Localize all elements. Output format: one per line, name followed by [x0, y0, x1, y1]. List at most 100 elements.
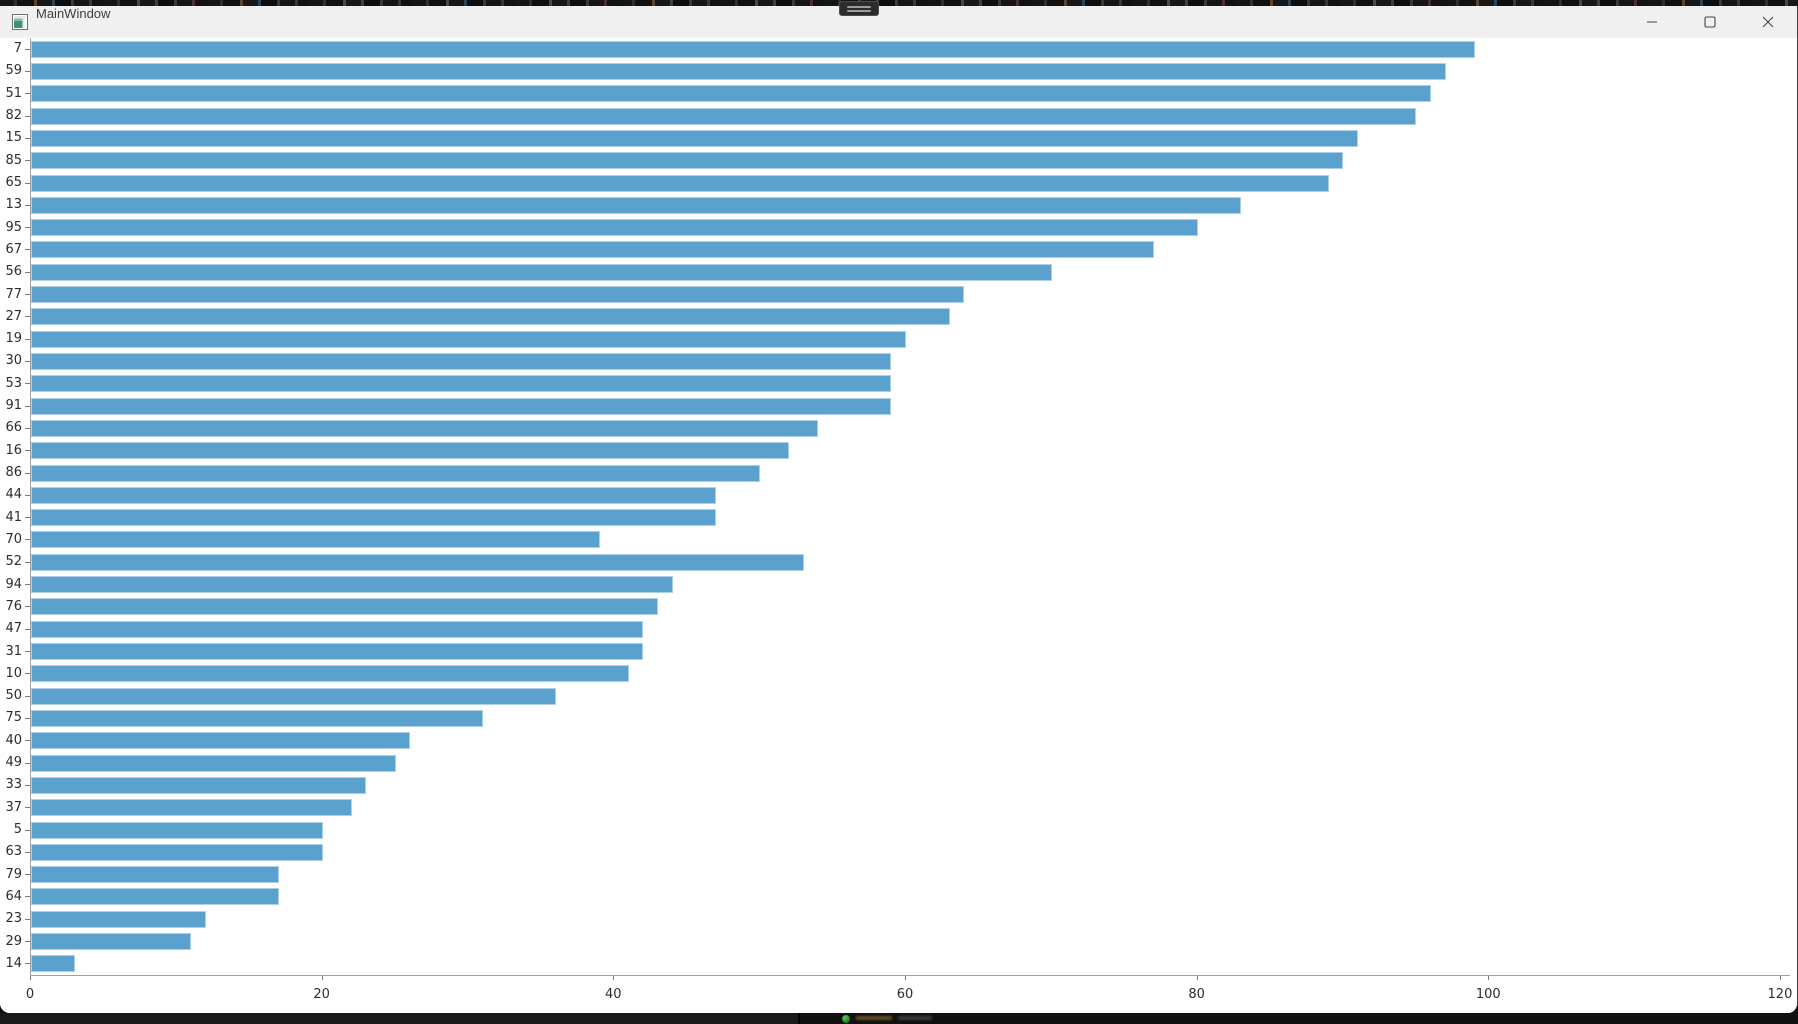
y-tick-label: 37 [5, 799, 22, 815]
bar [31, 799, 352, 817]
y-tick-mark [25, 918, 30, 920]
y-tick-label: 16 [5, 442, 22, 458]
x-tick-label: 40 [605, 987, 622, 1002]
y-tick-label: 77 [5, 286, 22, 302]
y-tick-label: 56 [5, 264, 22, 280]
taskbar-text-smudge [898, 1016, 932, 1020]
y-tick-label: 44 [5, 487, 22, 503]
bar [31, 129, 1359, 147]
y-tick-mark [25, 717, 30, 719]
x-tick-mark [30, 976, 31, 980]
bar [31, 352, 892, 370]
x-axis-line [30, 975, 1790, 976]
y-tick-mark [25, 874, 30, 876]
y-tick-mark [25, 606, 30, 608]
y-tick-label: 31 [5, 643, 22, 659]
bar [31, 888, 279, 906]
bar [31, 620, 644, 638]
y-tick-label: 59 [5, 63, 22, 79]
bar [31, 308, 950, 326]
y-tick-label: 10 [5, 665, 22, 681]
y-tick-mark [25, 249, 30, 251]
y-tick-mark [25, 963, 30, 965]
green-status-icon [842, 1015, 850, 1023]
y-tick-label: 64 [5, 888, 22, 904]
bar [31, 866, 279, 884]
bar [31, 821, 323, 839]
y-tick-mark [25, 673, 30, 675]
bar [31, 442, 790, 460]
bar [31, 643, 644, 661]
x-tick-mark [321, 976, 323, 980]
bar [31, 263, 1052, 281]
y-tick-label: 41 [5, 509, 22, 525]
y-tick-mark [25, 338, 30, 340]
x-tick-label: 20 [313, 987, 330, 1002]
y-tick-label: 65 [5, 175, 22, 190]
y-tick-mark [25, 494, 30, 496]
y-tick-label: 94 [5, 576, 22, 592]
bar [31, 933, 192, 951]
window-grab-pill[interactable] [839, 1, 879, 16]
y-tick-label: 79 [5, 866, 22, 882]
y-tick-mark [25, 941, 30, 943]
y-tick-label: 53 [5, 375, 22, 391]
bar [31, 910, 206, 928]
y-tick-label: 66 [5, 420, 22, 436]
y-tick-label: 85 [5, 152, 22, 168]
chart-canvas: 7 59 51 82 15 85 65 13 95 67 56 77 27 19 30 53 91 66 16 86 4… [0, 38, 1797, 1013]
y-tick-mark [25, 115, 30, 117]
bar [31, 486, 717, 504]
y-tick-label: 30 [5, 353, 22, 369]
y-tick-mark [25, 271, 30, 273]
bar [31, 419, 819, 437]
bar [31, 687, 556, 705]
bar [31, 85, 1431, 103]
y-tick-label: 95 [5, 219, 22, 235]
y-tick-mark [25, 70, 30, 72]
y-tick-mark [25, 48, 30, 50]
y-tick-mark [25, 584, 30, 586]
bar [31, 709, 484, 727]
y-tick-label: 23 [5, 911, 22, 927]
y-tick-mark [25, 405, 30, 407]
bar [31, 40, 1475, 58]
y-tick-label: 76 [5, 598, 22, 614]
y-tick-label: 63 [5, 844, 22, 860]
x-tick-label: 60 [896, 987, 914, 1002]
background-app-strip [0, 0, 1798, 6]
y-tick-mark [25, 740, 30, 742]
y-tick-mark [25, 539, 30, 541]
close-button[interactable] [1739, 6, 1797, 38]
y-tick-mark [25, 829, 30, 831]
maximize-button[interactable] [1681, 6, 1739, 38]
taskbar-text-smudge [856, 1016, 892, 1020]
maximize-icon [1704, 16, 1716, 28]
x-tick-label: 80 [1188, 987, 1205, 1002]
bar [31, 286, 965, 304]
drag-handle-icon [847, 5, 871, 8]
minimize-button[interactable] [1623, 6, 1681, 38]
x-tick-mark [904, 976, 906, 980]
x-tick-mark [1196, 976, 1198, 980]
y-tick-mark [25, 137, 30, 139]
y-tick-label: 70 [5, 531, 22, 547]
y-tick-label: 47 [5, 621, 22, 637]
y-tick-mark [25, 784, 30, 786]
y-tick-label: 52 [5, 554, 22, 570]
y-tick-label: 91 [5, 398, 22, 414]
bar [31, 241, 1154, 259]
x-tick-label: 100 [1475, 987, 1501, 1002]
title-bar[interactable]: MainWindow [0, 6, 1797, 38]
taskbar-segment [800, 1013, 1798, 1024]
drag-handle-icon [847, 9, 871, 12]
bar [31, 754, 396, 772]
y-tick-label: 5 [13, 822, 22, 837]
close-icon [1762, 16, 1774, 28]
bar [31, 776, 367, 794]
y-tick-mark [25, 896, 30, 898]
bar [31, 553, 804, 571]
bar [31, 509, 717, 527]
y-tick-mark [25, 695, 30, 697]
y-tick-label: 27 [5, 308, 22, 324]
